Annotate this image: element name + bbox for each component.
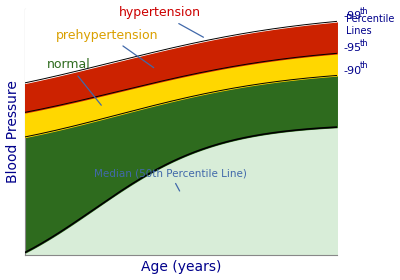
Text: -95: -95 xyxy=(343,43,361,53)
Text: th: th xyxy=(360,7,368,16)
Text: th: th xyxy=(360,61,368,70)
Text: -90: -90 xyxy=(343,66,361,76)
Text: Percentile
Lines: Percentile Lines xyxy=(346,14,394,36)
Text: normal: normal xyxy=(47,58,101,105)
Text: prehypertension: prehypertension xyxy=(56,29,159,68)
Text: th: th xyxy=(360,39,368,48)
Text: hypertension: hypertension xyxy=(119,6,204,37)
Text: Median (50th Percentile Line): Median (50th Percentile Line) xyxy=(94,168,246,191)
Text: -99: -99 xyxy=(343,11,361,22)
X-axis label: Age (years): Age (years) xyxy=(141,260,221,274)
Y-axis label: Blood Pressure: Blood Pressure xyxy=(6,81,20,183)
